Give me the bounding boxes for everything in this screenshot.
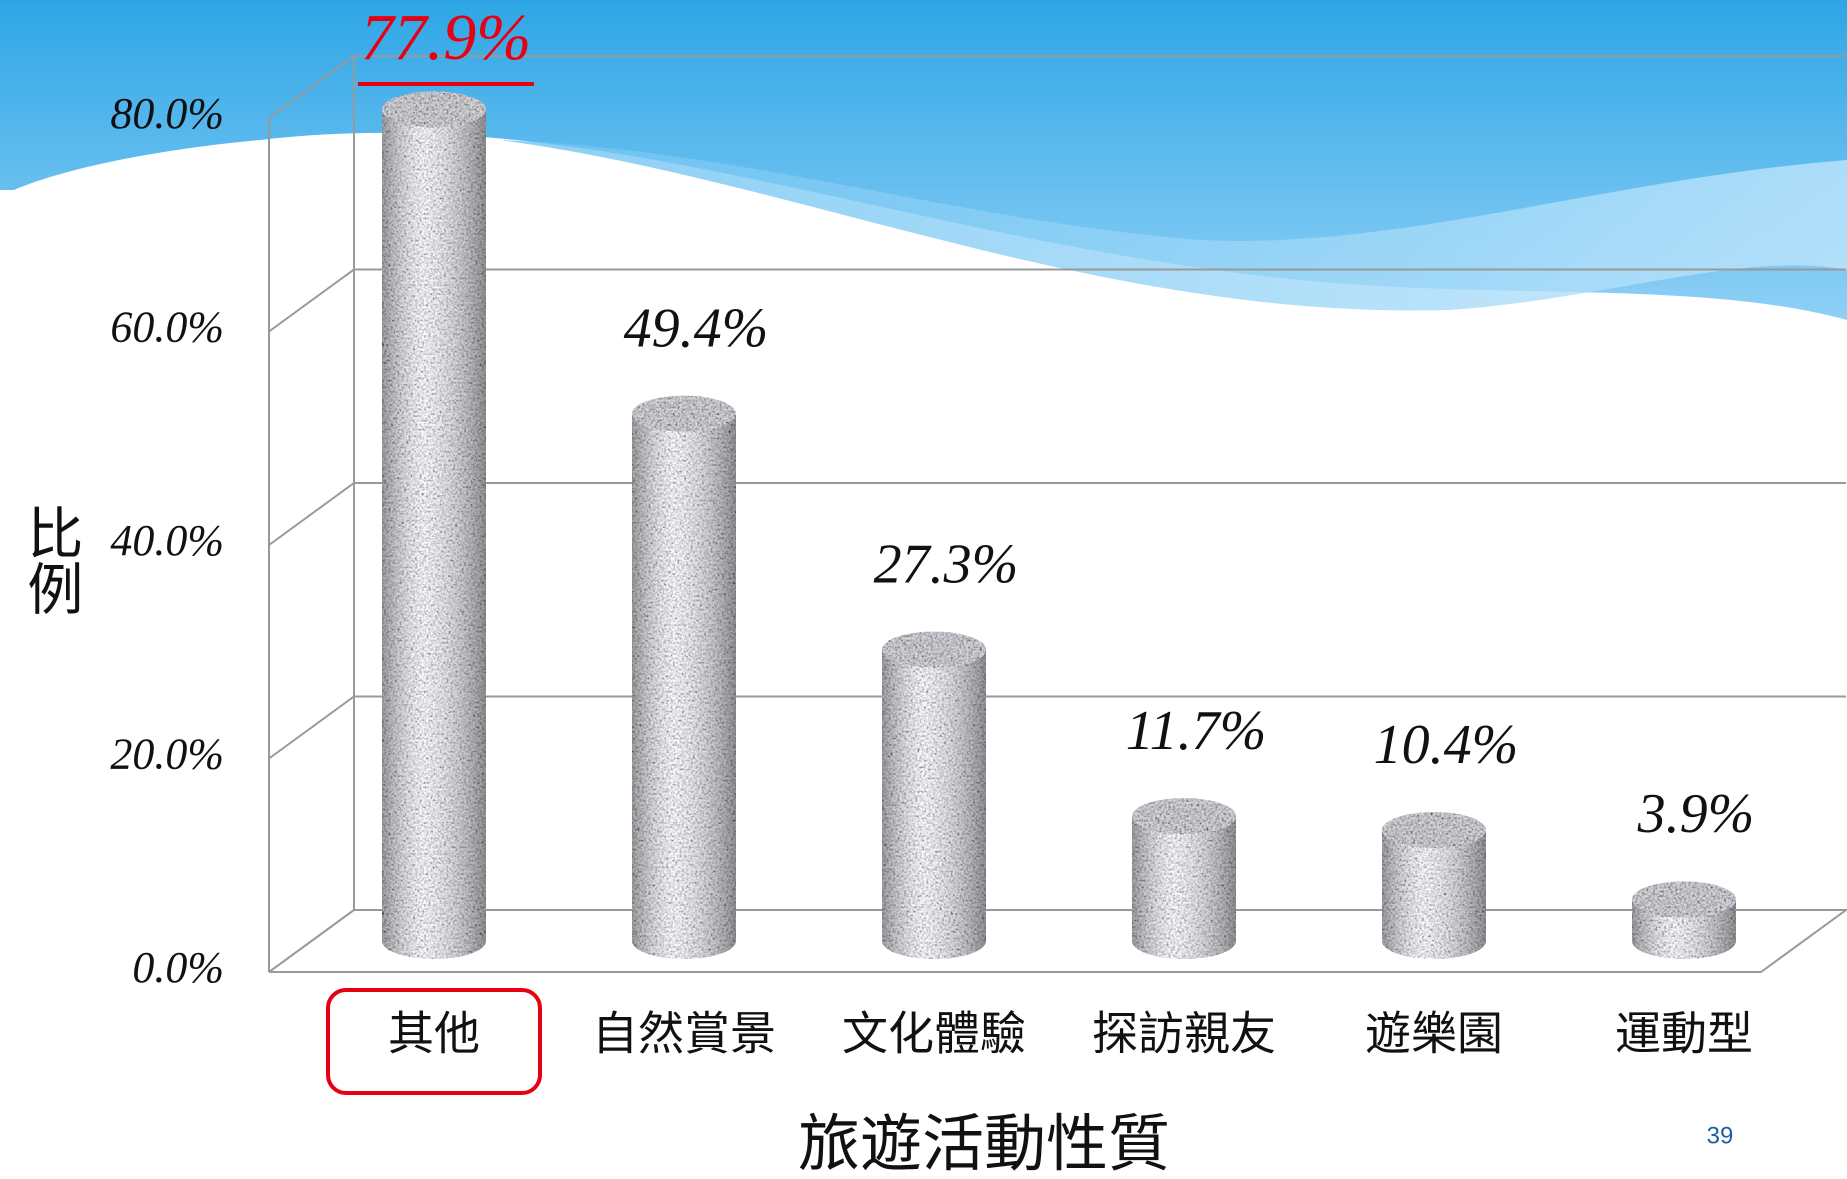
cylinder [1132, 798, 1236, 959]
cylinder-top [382, 91, 486, 128]
cylinder-top-tint [882, 631, 986, 668]
cylinder-shade [882, 649, 986, 959]
cylinder-shade [1132, 816, 1236, 959]
grid-line [268, 909, 1846, 973]
y-tick-label: 0.0% [132, 943, 224, 992]
cylinder-top-tint [1632, 881, 1736, 918]
y-tick-label: 20.0% [110, 730, 224, 779]
cylinder-top-tint [1132, 798, 1236, 835]
y-tick-label: 40.0% [110, 516, 224, 565]
y-axis-label-char: 比例 [18, 504, 83, 616]
cylinder [1632, 881, 1736, 959]
value-label: 10.4% [1374, 714, 1519, 776]
value-label: 3.9% [1637, 783, 1755, 845]
grid-line [268, 695, 1846, 760]
cylinder [382, 91, 486, 960]
y-tick-label: 60.0% [110, 303, 224, 352]
cylinder-top [632, 395, 736, 432]
x-axis-label: 旅遊活動性質 [798, 1107, 1170, 1179]
cylinder-shade [632, 413, 736, 959]
highlight-box [326, 988, 542, 1095]
grid-line [268, 55, 1846, 119]
value-label: 27.3% [874, 533, 1019, 595]
grid-line [268, 482, 1846, 546]
x-tick-label: 運動型 [1615, 1007, 1753, 1061]
x-tick-label: 文化體驗 [842, 1007, 1026, 1061]
cylinder-top [882, 631, 986, 668]
x-tick-label: 自然賞景 [592, 1007, 776, 1061]
y-tick-label: 80.0% [110, 89, 224, 138]
x-tick-label: 遊樂園 [1365, 1007, 1503, 1061]
value-label: 11.7% [1126, 700, 1267, 762]
grid-line [268, 268, 1846, 333]
cylinder-top-tint [382, 91, 486, 128]
x-tick-label: 探訪親友 [1092, 1007, 1276, 1061]
cylinder-shade [382, 109, 486, 960]
cylinder-top [1132, 798, 1236, 835]
slide-number: 39 [1707, 1122, 1734, 1149]
value-label: 49.4% [624, 297, 769, 359]
cylinder-top [1382, 811, 1486, 848]
cylinder-top-tint [1382, 811, 1486, 848]
value-label: 77.9% [361, 1, 531, 74]
cylinder-shade [1382, 829, 1486, 959]
cylinder-top [1632, 881, 1736, 918]
cylinder [882, 631, 986, 959]
cylinder [1382, 811, 1486, 959]
background [0, 0, 1847, 320]
plot-area: 0.0% 20.0% 40.0% 60.0% 80.0% 77.9% 其他 49.4% 自然賞景… [110, 1, 1847, 1095]
cylinder-top-tint [632, 395, 736, 432]
x-tick-label: 其他 [388, 1007, 480, 1061]
cylinder [632, 395, 736, 959]
